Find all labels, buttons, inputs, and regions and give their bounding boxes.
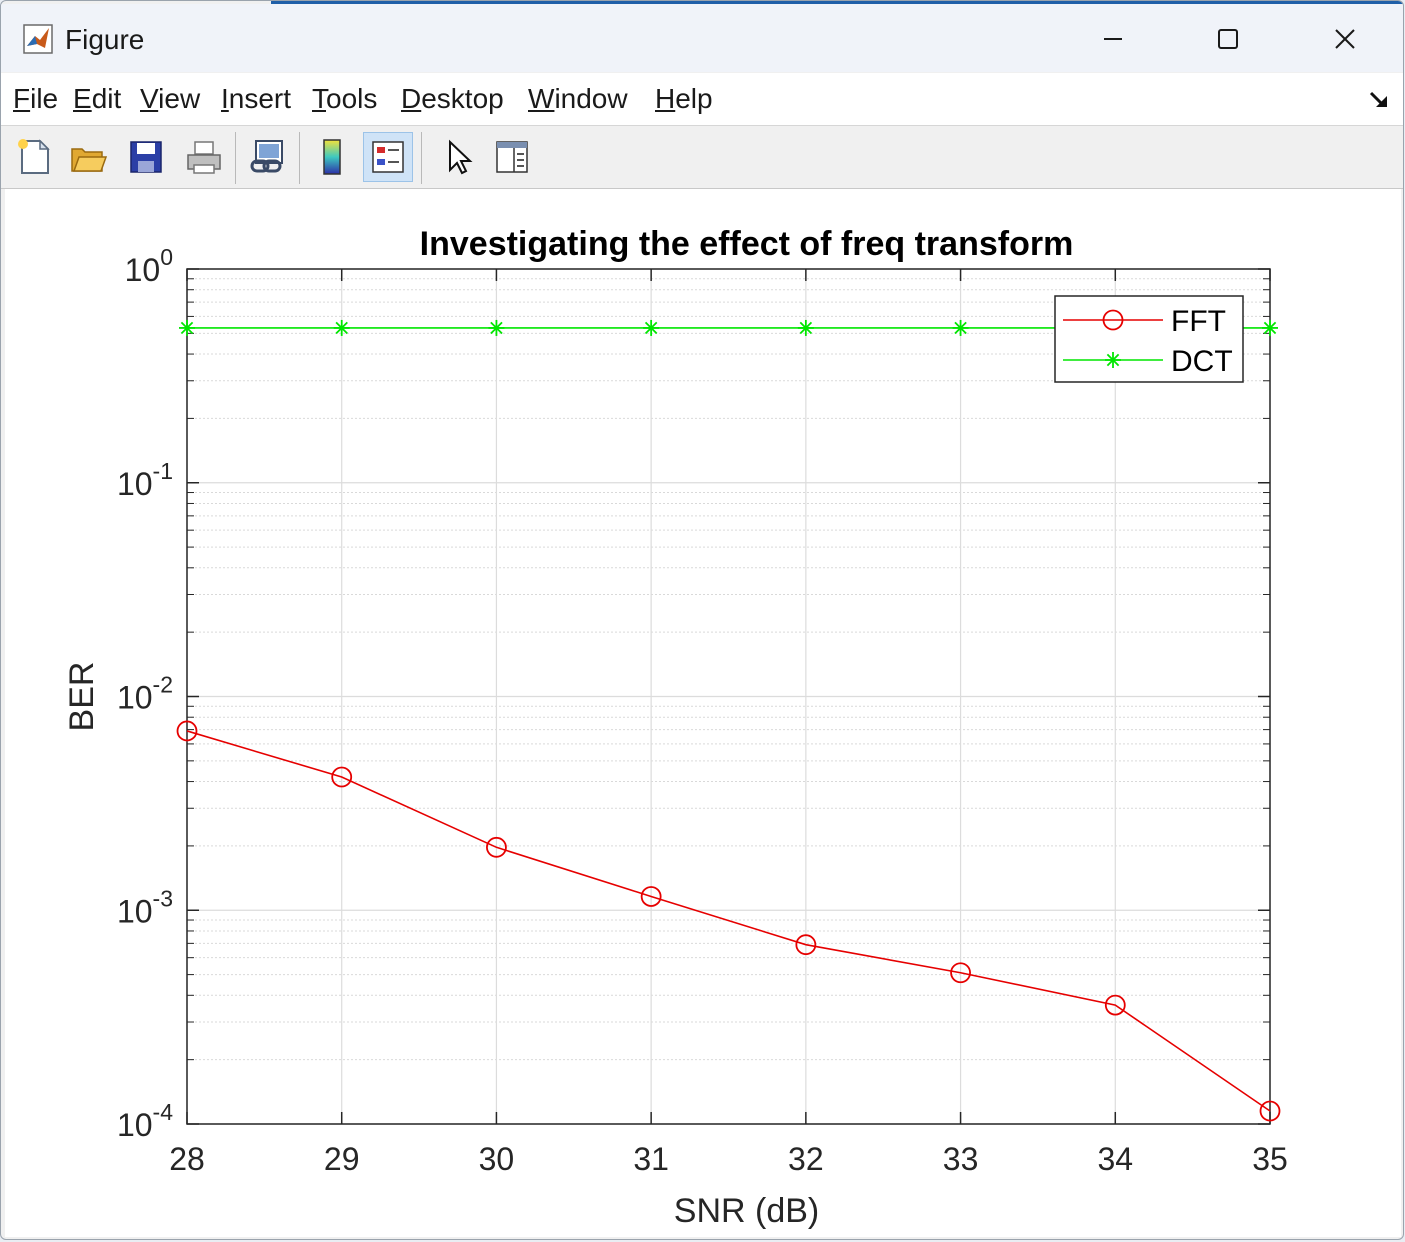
- y-tick-label: 100: [125, 244, 173, 288]
- minimize-icon: [1104, 38, 1122, 40]
- ber-plot: 10-4 10-3 10-2 10-1 100 28 29 30 31 32 33 34 35 Inve…: [63, 225, 1288, 1230]
- close-button[interactable]: [1315, 14, 1375, 64]
- menu-desktop[interactable]: Desktop: [401, 83, 504, 114]
- dock-figure-icon[interactable]: [1367, 87, 1391, 111]
- toolbar-separator: [299, 132, 300, 184]
- new-figure-icon: [18, 139, 50, 174]
- fft-data-point: [640, 886, 662, 907]
- x-tick-label: 32: [788, 1141, 824, 1177]
- dct-data-point: [1262, 319, 1278, 336]
- link-plot-icon: [250, 140, 283, 173]
- y-tick-label: 10-2: [117, 672, 173, 716]
- open-file-icon: [71, 148, 108, 172]
- colorbar-icon: [323, 139, 341, 175]
- fft-series-line: [186, 730, 1271, 1112]
- dct-data-point: [643, 319, 660, 336]
- legend-fft-marker: [1102, 309, 1124, 331]
- print-button[interactable]: [179, 132, 229, 182]
- x-tick-label: 31: [633, 1141, 669, 1177]
- x-tick-label: 34: [1097, 1141, 1133, 1177]
- toolbar: [1, 125, 1403, 189]
- title-bar[interactable]: Figure: [1, 4, 1403, 72]
- chart-title: Investigating the effect of freq transfo…: [420, 225, 1074, 263]
- dct-data-point: [333, 319, 350, 336]
- window-accent-bar: [271, 1, 1403, 4]
- menu-bar: File Edit View Insert Tools Desktop Wind…: [1, 73, 1403, 125]
- figure-canvas: 10-4 10-3 10-2 10-1 100 28 29 30 31 32 33 34 35 Inve…: [5, 189, 1401, 1237]
- new-figure-button[interactable]: [9, 132, 59, 182]
- link-plot-button[interactable]: [243, 132, 293, 182]
- legend[interactable]: FFT DCT: [1054, 295, 1244, 383]
- edit-plot-button[interactable]: [433, 132, 483, 182]
- save-icon: [130, 141, 162, 173]
- fft-data-point: [486, 836, 507, 858]
- dct-data-point: [797, 319, 814, 336]
- legend-dct-marker: [1105, 352, 1121, 368]
- menu-window[interactable]: Window: [528, 83, 628, 114]
- menu-view[interactable]: View: [140, 83, 201, 114]
- menu-help[interactable]: Help: [655, 83, 713, 114]
- fft-data-point: [1104, 994, 1126, 1016]
- property-editor-button[interactable]: [487, 132, 537, 182]
- maximize-button[interactable]: [1198, 14, 1258, 64]
- dct-data-point: [952, 319, 969, 336]
- x-tick-label: 33: [943, 1141, 979, 1177]
- maximize-icon: [1218, 29, 1238, 49]
- legend-box: [1054, 295, 1244, 383]
- x-tick-label: 30: [479, 1141, 515, 1177]
- legend-fft-label: FFT: [1171, 305, 1226, 338]
- menu-edit[interactable]: Edit: [73, 83, 122, 114]
- x-tick-label: 35: [1252, 1141, 1288, 1177]
- legend-icon: [372, 141, 404, 173]
- menu-file[interactable]: File: [13, 83, 59, 114]
- open-file-button[interactable]: [63, 132, 113, 182]
- toolbar-separator: [421, 132, 422, 184]
- print-icon: [187, 141, 221, 174]
- menu-tools[interactable]: Tools: [312, 83, 378, 114]
- save-button[interactable]: [121, 132, 171, 182]
- fft-data-point: [1259, 1100, 1281, 1122]
- menu-insert[interactable]: Insert: [221, 83, 292, 114]
- y-axis-label: BER: [63, 662, 101, 732]
- colorbar-button[interactable]: [307, 132, 357, 182]
- y-tick-label: 10-4: [117, 1099, 173, 1143]
- plot-series: [176, 319, 1281, 1122]
- legend-button[interactable]: [363, 132, 413, 182]
- minimize-button[interactable]: [1083, 14, 1143, 64]
- window-title: Figure: [65, 24, 145, 55]
- pointer-icon: [449, 139, 473, 175]
- x-axis-label: SNR (dB): [674, 1192, 819, 1230]
- fft-data-point: [331, 766, 353, 788]
- fft-data-point: [950, 962, 971, 984]
- fft-data-point: [176, 720, 198, 742]
- dct-data-point: [179, 319, 195, 336]
- x-tick-label: 28: [169, 1141, 205, 1177]
- x-tick-label: 29: [324, 1141, 360, 1177]
- axis-ticks: 10-4 10-3 10-2 10-1 100 28 29 30 31 32 33 34 35: [117, 244, 1288, 1177]
- grid-lines: [186, 268, 1271, 1125]
- y-tick-label: 10-1: [117, 458, 173, 502]
- y-tick-label: 10-3: [117, 885, 173, 929]
- legend-dct-label: DCT: [1171, 345, 1233, 378]
- toolbar-separator: [235, 132, 236, 184]
- matlab-logo-icon: [23, 24, 53, 54]
- fft-data-point: [795, 934, 817, 956]
- property-editor-icon: [496, 141, 528, 173]
- close-icon: [1335, 29, 1355, 49]
- dct-data-point: [488, 319, 505, 336]
